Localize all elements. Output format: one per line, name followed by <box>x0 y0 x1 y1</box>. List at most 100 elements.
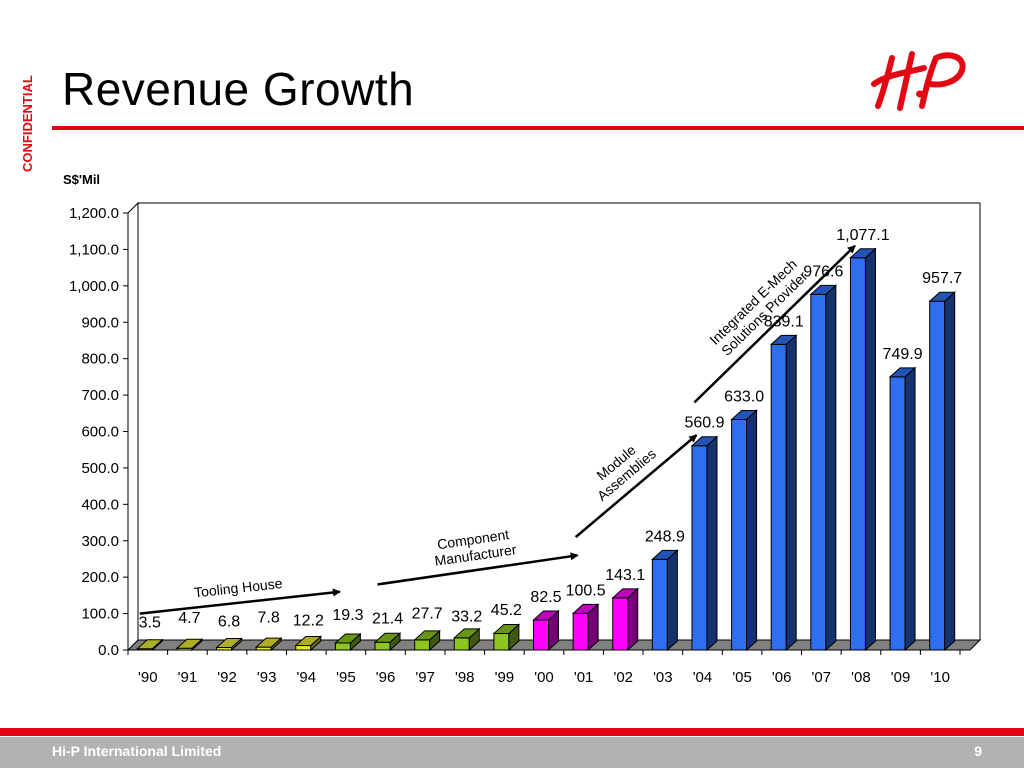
footer-company-name: Hi-P International Limited <box>52 743 222 759</box>
x-tick-label: '98 <box>455 669 475 686</box>
bar-top <box>373 632 402 643</box>
bar-front <box>731 418 748 651</box>
bar <box>492 623 521 652</box>
y-tick-label: 700.0 <box>81 387 119 404</box>
bar-top <box>928 291 956 302</box>
data-label: 82.5 <box>530 589 561 606</box>
data-label: 633.0 <box>724 388 764 405</box>
data-labels: 3.5 4.7 6.8 7.8 12.2 19.3 21.4 27.7 33.2 45.2 82.5… <box>139 227 963 632</box>
data-label: 33.2 <box>451 608 482 625</box>
bar <box>928 291 956 652</box>
y-tick-label: 300.0 <box>81 533 119 550</box>
stage-arrow <box>693 244 856 404</box>
data-label: 749.9 <box>883 346 923 363</box>
bar <box>571 603 600 652</box>
bar-front <box>929 300 946 651</box>
y-tick-label: 1,200.0 <box>69 205 119 222</box>
x-tick-label: '04 <box>693 669 713 686</box>
data-label: 21.4 <box>372 611 403 628</box>
x-tick-label: '99 <box>495 669 515 686</box>
bar-front <box>493 633 510 651</box>
bar-top <box>888 367 917 378</box>
bar-side <box>666 549 678 652</box>
confidential-text: CONFIDENTIAL <box>20 75 35 172</box>
x-tick-label: '00 <box>534 669 554 686</box>
bar-side <box>706 435 718 652</box>
y-tick-label: 500.0 <box>81 460 119 477</box>
bar <box>532 609 560 652</box>
bar <box>888 366 917 652</box>
data-label: 45.2 <box>491 602 522 619</box>
bar <box>215 637 243 652</box>
x-tick-label: '08 <box>851 669 871 686</box>
x-axis: '90 '91 '92 '93 '94 '95 '96 '97 '98 '99 '00 '01 '02 '… <box>127 649 970 686</box>
confidential-label: CONFIDENTIAL <box>20 75 35 172</box>
stage-arrow <box>574 434 698 539</box>
data-label: 4.7 <box>178 610 200 627</box>
bar-front <box>849 257 866 651</box>
y-axis: 0.0 100.0 200.0 300.0 400.0 500.0 600.0 700.0 80… <box>69 205 129 659</box>
bar-top <box>769 334 798 345</box>
x-tick-label: '93 <box>257 669 277 686</box>
plot-back-wall <box>137 202 981 641</box>
bar-series <box>136 247 956 652</box>
bar-front <box>414 639 431 651</box>
bar <box>769 334 798 652</box>
bar-front <box>374 641 391 651</box>
y-tick-label: 600.0 <box>81 424 119 441</box>
bar-top <box>532 610 560 621</box>
bar-front <box>334 642 351 651</box>
footer-accent-bar <box>0 728 1024 736</box>
bar-front <box>810 293 827 651</box>
bar <box>334 632 362 652</box>
stage-arrow <box>377 552 579 586</box>
bar <box>809 284 838 652</box>
bar <box>373 632 402 652</box>
bar-top <box>215 638 243 649</box>
bar-front <box>572 612 589 651</box>
bar-top <box>452 628 481 639</box>
data-label: 3.5 <box>139 614 161 631</box>
page-number: 9 <box>974 743 982 759</box>
y-tick-label: 1,000.0 <box>69 278 119 295</box>
y-tick-label: 400.0 <box>81 496 119 513</box>
x-tick-label: '09 <box>891 669 911 686</box>
slide-title: Revenue Growth <box>62 63 415 115</box>
bar-front <box>533 619 549 651</box>
bar-side <box>785 334 797 652</box>
x-tick-label: '95 <box>336 669 356 686</box>
x-tick-label: '07 <box>812 669 832 686</box>
x-tick-label: '05 <box>732 669 752 686</box>
bar-front <box>889 376 906 651</box>
bar <box>294 635 323 652</box>
bar-top <box>413 630 441 641</box>
bar-top <box>175 638 204 649</box>
bar-top <box>334 633 362 644</box>
x-tick-label: '10 <box>930 669 950 686</box>
bar-front <box>295 645 312 651</box>
bar-side <box>944 291 956 652</box>
bar-top <box>571 603 600 614</box>
bar <box>730 409 758 652</box>
x-tick-label: '97 <box>415 669 435 686</box>
bar-side <box>904 366 916 652</box>
hi-p-logo-icon <box>871 51 966 111</box>
bar-top <box>136 639 164 650</box>
y-tick-label: 900.0 <box>81 314 119 331</box>
bar-front <box>651 558 668 651</box>
bar-top <box>294 636 323 647</box>
bar <box>611 587 640 652</box>
y-tick-label: 0.0 <box>98 642 119 659</box>
bar-top <box>849 248 877 259</box>
stage-arrow <box>139 588 341 615</box>
x-tick-label: '06 <box>772 669 792 686</box>
y-tick-label: 100.0 <box>81 606 119 623</box>
y-unit-label: S$'Mil <box>63 172 100 187</box>
bar-top <box>254 637 283 648</box>
data-label: 12.2 <box>293 613 324 630</box>
y-tick-label: 800.0 <box>81 351 119 368</box>
data-label: 143.1 <box>605 567 645 584</box>
data-label: 248.9 <box>645 528 685 545</box>
bar-side <box>825 284 837 652</box>
